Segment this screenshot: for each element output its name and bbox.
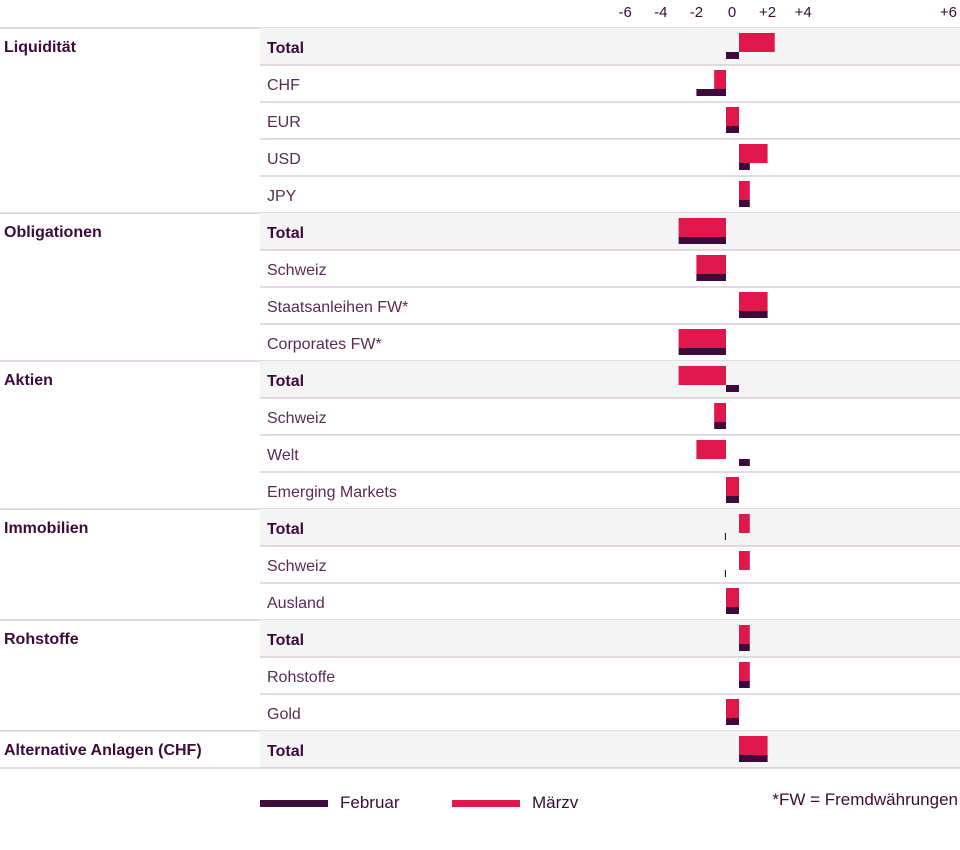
bar-februar [726, 52, 739, 59]
legend-label-maerz: Märzv [532, 793, 579, 812]
bar-maerz [714, 70, 726, 89]
row-label: Schweiz [267, 262, 327, 279]
bar-februar [726, 126, 739, 133]
row-label: CHF [267, 77, 300, 94]
category-label: Aktien [4, 372, 53, 389]
total-row-background [260, 28, 960, 65]
bar-maerz [739, 181, 750, 200]
bar-maerz [696, 440, 726, 459]
bar-februar [714, 422, 726, 429]
category-label: Liquidität [4, 39, 77, 56]
bar-maerz [714, 403, 726, 422]
bar-februar [726, 607, 739, 614]
legend: Februar Märzv [0, 790, 960, 816]
bar-februar [739, 459, 750, 466]
bar-maerz [678, 218, 726, 237]
bar-maerz [678, 366, 726, 385]
bar-maerz [739, 33, 775, 52]
bar-maerz [739, 551, 750, 570]
category-label: Obligationen [4, 224, 102, 241]
bar-februar [724, 570, 726, 577]
tick-label: +6 [940, 4, 957, 21]
row-label: Welt [267, 447, 299, 464]
bar-maerz [678, 329, 726, 348]
total-row-background [260, 620, 960, 657]
bar-februar [678, 237, 726, 244]
bar-februar [724, 533, 726, 540]
bar-maerz [739, 736, 768, 755]
row-label: Rohstoffe [267, 669, 335, 686]
bar-chart: -6 -4 -2 0 +2 +4 +6 Liquidität Total CHF EUR USD JPY… [0, 4, 960, 769]
bar-februar [739, 755, 768, 762]
total-row-background [260, 731, 960, 768]
bar-maerz [726, 477, 739, 496]
bar-maerz [696, 255, 726, 274]
total-row-background [260, 361, 960, 398]
bar-februar [726, 496, 739, 503]
row-label: Total [267, 743, 304, 760]
bar-maerz [726, 107, 739, 126]
tick-label: 0 [728, 4, 736, 21]
row-label: Emerging Markets [267, 484, 397, 501]
legend-swatch-maerz [452, 799, 520, 807]
category-label: Immobilien [4, 520, 88, 537]
row-label: USD [267, 151, 301, 168]
total-row-background [260, 509, 960, 546]
row-label: Gold [267, 706, 301, 723]
bar-februar [739, 200, 750, 207]
bar-maerz [739, 292, 768, 311]
tick-label: -6 [619, 4, 632, 21]
tick-label: +2 [759, 4, 776, 21]
bar-maerz [739, 625, 750, 644]
row-label: EUR [267, 114, 301, 131]
tick-label: +4 [795, 4, 812, 21]
row-label: Schweiz [267, 558, 327, 575]
bar-februar [726, 385, 739, 392]
legend-label-februar: Februar [340, 793, 400, 812]
row-label: Ausland [267, 595, 325, 612]
bar-februar [739, 681, 750, 688]
category-label: Rohstoffe [4, 631, 79, 648]
row-label: JPY [267, 188, 297, 205]
bar-februar [739, 311, 768, 318]
bar-februar [739, 644, 750, 651]
row-label: Total [267, 632, 304, 649]
bar-maerz [739, 662, 750, 681]
legend-swatch-februar [260, 799, 328, 807]
legend-item-maerz: Märzv [452, 790, 578, 816]
bar-februar [726, 718, 739, 725]
row-label: Corporates FW* [267, 336, 382, 353]
row-label: Total [267, 225, 304, 242]
category-label: Alternative Anlagen (CHF) [4, 742, 202, 759]
total-row-background [260, 213, 960, 250]
bar-februar [678, 348, 726, 355]
bar-februar [696, 274, 726, 281]
bar-maerz [726, 588, 739, 607]
bar-maerz [739, 144, 768, 163]
row-label: Schweiz [267, 410, 327, 427]
row-label: Staatsanleihen FW* [267, 299, 408, 316]
bar-maerz [739, 514, 750, 533]
bar-februar [696, 89, 726, 96]
row-label: Total [267, 521, 304, 538]
row-label: Total [267, 40, 304, 57]
footnote: *FW = Fremdwährungen [772, 790, 958, 809]
bar-maerz [726, 699, 739, 718]
bar-februar [739, 163, 750, 170]
legend-item-februar: Februar [260, 790, 400, 816]
tick-label: -2 [690, 4, 703, 21]
tick-label: -4 [654, 4, 667, 21]
row-label: Total [267, 373, 304, 390]
